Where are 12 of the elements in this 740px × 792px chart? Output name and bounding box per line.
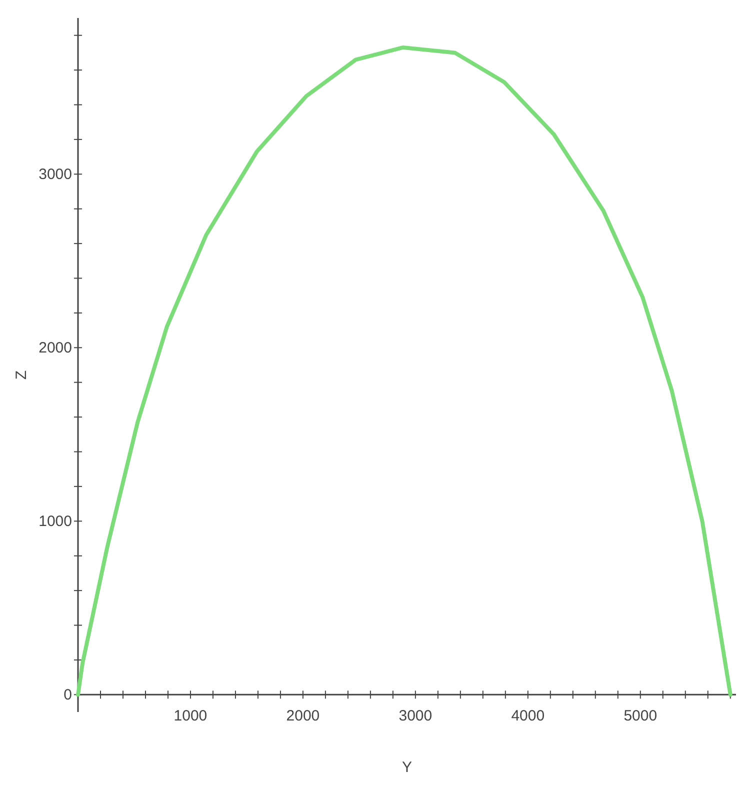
x-tick-label: 3000 xyxy=(398,708,432,725)
line-series xyxy=(76,45,732,697)
y-tick-label: 1000 xyxy=(38,513,72,530)
y-tick-label: 3000 xyxy=(38,166,72,184)
x-axis-title: Y xyxy=(402,759,412,776)
x-tick-label: 5000 xyxy=(624,708,658,725)
y-tick-label: 2000 xyxy=(38,340,72,357)
x-tick-label: 4000 xyxy=(511,708,545,725)
x-tick-label: 2000 xyxy=(286,708,320,725)
x-tick-label: 1000 xyxy=(174,708,208,725)
y-tick-label: 0 xyxy=(64,686,72,704)
y-axis-title: Z xyxy=(13,370,30,380)
